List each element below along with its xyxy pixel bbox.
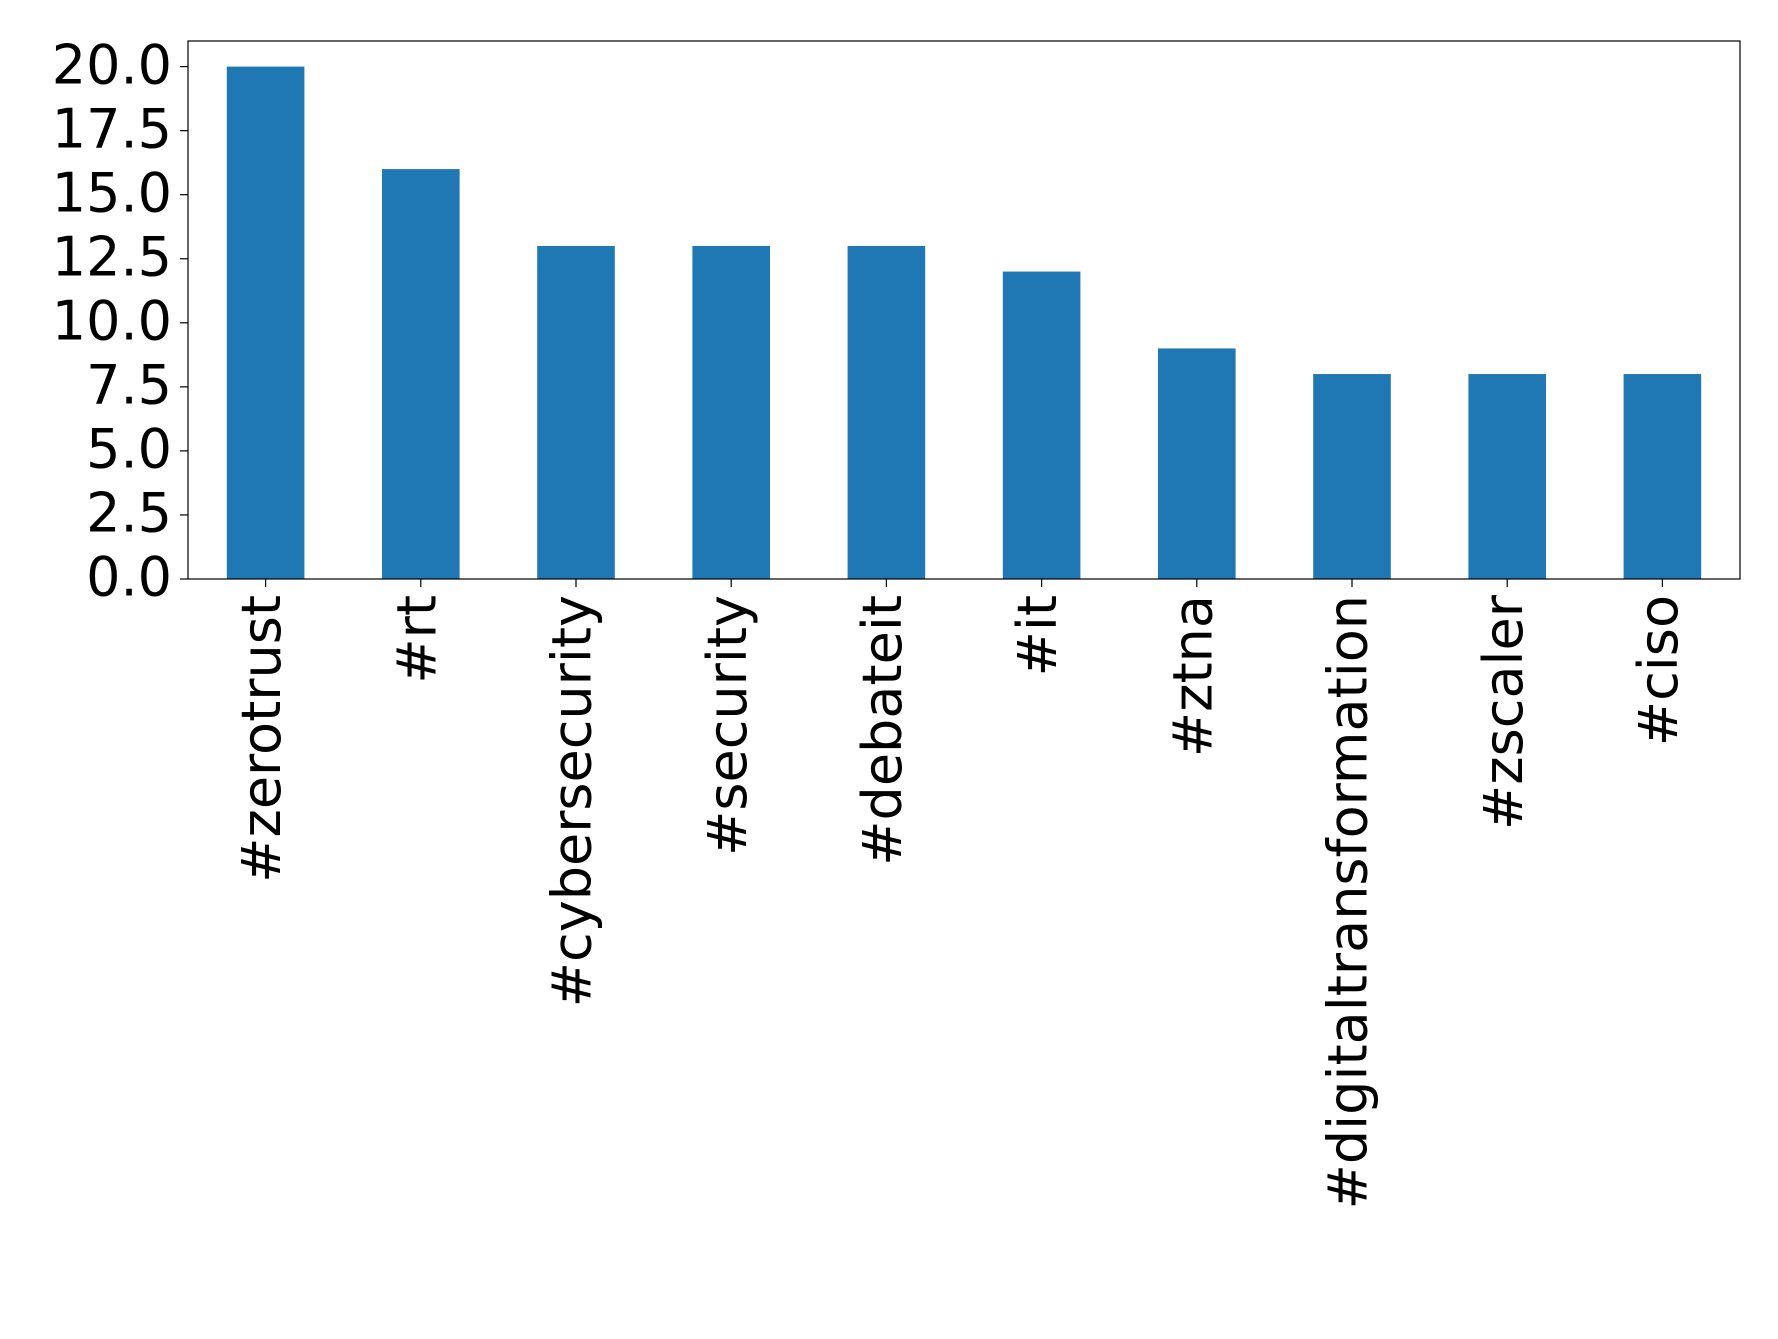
bar	[1158, 348, 1236, 579]
bar	[1002, 271, 1081, 579]
bar	[1468, 374, 1546, 579]
y-tick-label: 12.5	[52, 225, 172, 288]
y-tick-label: 10.0	[52, 289, 172, 352]
y-tick-label: 15.0	[52, 161, 172, 224]
plot-frame	[187, 40, 1741, 580]
x-tick-label: #debateit	[851, 595, 914, 866]
bar	[1623, 374, 1702, 579]
bar	[1313, 374, 1391, 579]
x-tick-label: #security	[696, 595, 759, 856]
y-tick-label: 2.5	[86, 482, 172, 545]
bar	[382, 169, 460, 579]
bar	[847, 245, 926, 579]
y-tick-label: 20.0	[52, 33, 172, 96]
x-tick-label: #ciso	[1627, 595, 1690, 746]
x-tick-label: #zerotrust	[230, 595, 293, 883]
y-tick-label: 0.0	[86, 546, 172, 609]
y-tick-label: 7.5	[86, 353, 172, 416]
bar	[226, 66, 305, 580]
x-tick-label: #cybersecurity	[541, 595, 604, 1007]
bar	[537, 245, 615, 579]
x-tick-label: #ztna	[1161, 595, 1224, 757]
y-tick-label: 5.0	[86, 418, 172, 481]
x-tick-label: #zscaler	[1472, 594, 1535, 830]
x-tick-label: #it	[1006, 595, 1069, 676]
y-tick-label: 17.5	[52, 97, 172, 160]
x-tick-label: #rt	[385, 595, 448, 684]
bar	[692, 245, 770, 579]
x-tick-label: #digitaltransformation	[1317, 595, 1380, 1209]
